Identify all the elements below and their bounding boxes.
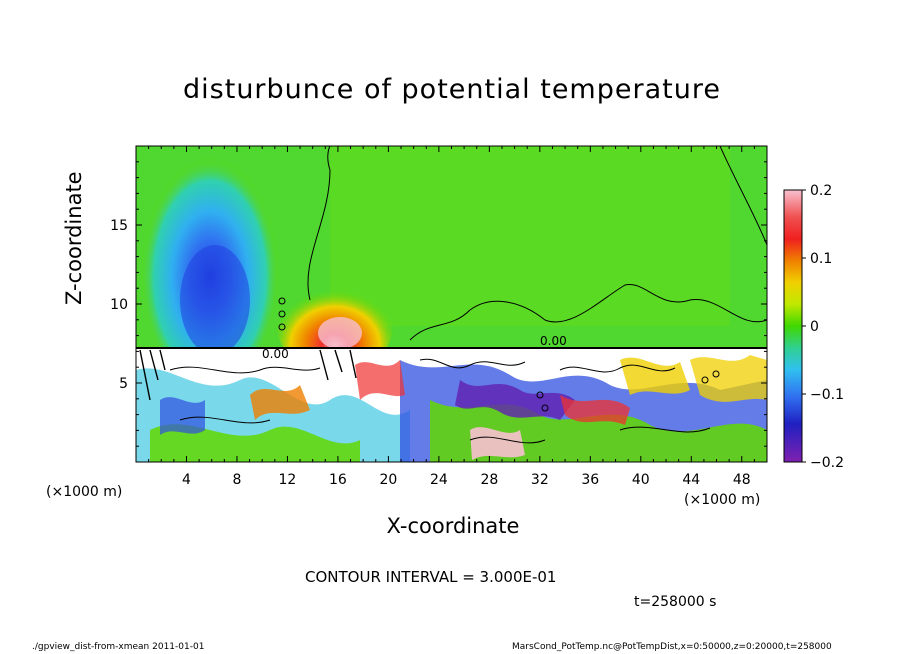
y-axis-ticks: 5 10 15 xyxy=(110,161,767,447)
x-tick-label: 12 xyxy=(279,472,297,488)
y-tick-label: 5 xyxy=(119,376,128,392)
x-unit-right: (×1000 m) xyxy=(684,492,761,508)
y-tick-label: 15 xyxy=(110,218,128,234)
colorbar-tick-label: 0 xyxy=(810,319,819,335)
x-axis-ticks: 4 8 12 16 20 24 28 32 36 40 44 48 xyxy=(148,146,755,488)
x-tick-label: 20 xyxy=(379,472,397,488)
time-stamp: t=258000 s xyxy=(634,594,717,610)
colorbar-ticks: 0.2 0.1 0 −0.1 −0.2 xyxy=(802,183,844,471)
footer-left: ./gpview_dist-from-xmean 2011-01-01 xyxy=(32,642,205,652)
colorbar-tick-label: 0.1 xyxy=(810,251,832,267)
x-tick-label: 4 xyxy=(182,472,191,488)
x-axis-label: X-coordinate xyxy=(0,514,904,538)
x-tick-label: 24 xyxy=(430,472,448,488)
x-tick-label: 48 xyxy=(733,472,751,488)
x-tick-label: 44 xyxy=(682,472,700,488)
contour-label: 0.00 xyxy=(262,347,289,361)
heatmap-field: 0.00 0.00 xyxy=(136,146,767,462)
x-unit-left: (×1000 m) xyxy=(46,484,123,500)
footer-right: MarsCond_PotTemp.nc@PotTempDist,x=0:5000… xyxy=(512,642,832,652)
x-tick-label: 28 xyxy=(480,472,498,488)
colorbar-tick-label: 0.2 xyxy=(810,183,832,199)
contour-label: 0.00 xyxy=(540,334,567,348)
contour-interval: CONTOUR INTERVAL = 3.000E-01 xyxy=(305,568,557,586)
y-tick-label: 10 xyxy=(110,297,128,313)
colorbar-tick-label: −0.2 xyxy=(810,455,844,471)
colorbar-tick-label: −0.1 xyxy=(810,387,844,403)
x-tick-label: 16 xyxy=(329,472,347,488)
x-tick-label: 40 xyxy=(632,472,650,488)
chart-title: disturbunce of potential temperature xyxy=(183,74,721,105)
x-tick-label: 36 xyxy=(581,472,599,488)
x-axis-label-text: X-coordinate xyxy=(386,514,520,538)
x-tick-label: 8 xyxy=(232,472,241,488)
x-tick-label: 32 xyxy=(531,472,549,488)
colorbar xyxy=(783,189,803,463)
